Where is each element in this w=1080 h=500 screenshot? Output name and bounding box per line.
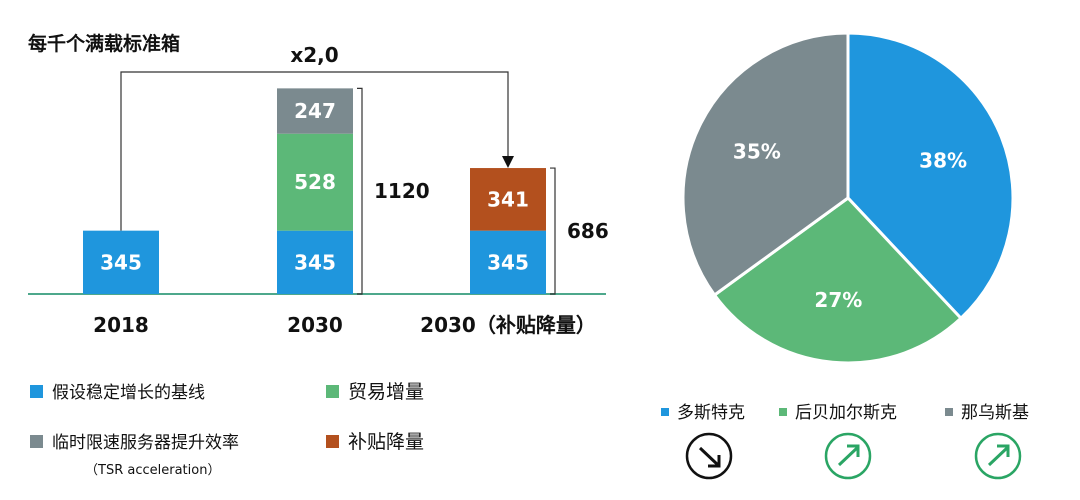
bar-2030-trade [277, 133, 353, 231]
x-tick-label: 2030（补贴降量） [420, 313, 596, 337]
trend-icon-ring [685, 432, 733, 480]
total-label: 1120 [374, 179, 430, 203]
multiplier-annotation: x2,0 [290, 43, 338, 67]
pie-slice-1 [846, 31, 1015, 321]
pie-chart: 38% 27% 35% [681, 31, 1015, 365]
chart-title: 每千个满载标准箱 [28, 32, 180, 55]
bar-value-label: 345 [487, 250, 529, 274]
trend-icon-arrowhead [847, 444, 860, 457]
pie-slice-label: 38% [919, 148, 967, 172]
bar-2018-baseline [83, 230, 159, 294]
pie-slice-3 [681, 31, 850, 298]
arrow-head-icon [502, 156, 514, 169]
bar-2030-subsidy-baseline [470, 230, 546, 294]
total-bracket [357, 87, 363, 295]
trend-down-icon [685, 432, 733, 480]
pie-legend-label: 多斯特克 [677, 403, 745, 423]
legend-label-trade: 贸易增量 [348, 381, 424, 403]
trend-icon-ring [824, 432, 872, 480]
total-bracket [550, 167, 556, 295]
bar-2030-subsidy-subsidy [470, 168, 546, 231]
trend-icon-arrow [987, 446, 1009, 467]
legend-label-subsidy: 补贴降量 [348, 431, 424, 453]
x-tick-label: 2030 [287, 313, 343, 337]
bar-value-label: 528 [294, 170, 336, 194]
legend-swatch-subsidy [326, 435, 339, 448]
trend-up-icon [824, 432, 872, 480]
pie-legend-swatch [945, 408, 953, 416]
legend-label-tsr: 临时限速服务器提升效率 [52, 433, 239, 453]
total-label: 686 [567, 219, 609, 243]
legend-swatch-tsr [30, 435, 43, 448]
trend-icon-arrowhead [997, 444, 1010, 457]
multiplier-connector [120, 71, 509, 231]
x-tick-label: 2018 [93, 313, 149, 337]
trend-up-icon [974, 432, 1022, 480]
stacked-bar-chart: 345 2018 345 528 247 2030 345 341 2030（补贴降量） 1120… [28, 43, 609, 337]
bar-value-label: 247 [294, 99, 336, 123]
trend-icon-arrow [698, 446, 720, 467]
legend-swatch-baseline [30, 385, 43, 398]
pie-slice-label: 35% [733, 140, 781, 164]
pie-legend-label: 后贝加尔斯克 [795, 403, 897, 423]
pie-legend-label: 那乌斯基 [961, 403, 1029, 423]
pie-legend-swatch [661, 408, 669, 416]
pie-slice-label: 27% [814, 288, 862, 312]
legend-note: （TSR acceleration） [85, 463, 220, 478]
pie-legend: 多斯特克 后贝加尔斯克 那乌斯基 [661, 403, 1029, 480]
bar-2030-baseline [277, 230, 353, 294]
legend-label-baseline: 假设稳定增长的基线 [52, 383, 205, 403]
bar-value-label: 345 [100, 250, 142, 274]
pie-legend-swatch [779, 408, 787, 416]
trend-icon-arrowhead [708, 455, 721, 468]
bar-value-label: 345 [294, 250, 336, 274]
legend-swatch-trade [326, 385, 339, 398]
bar-2030-tsr [277, 88, 353, 134]
pie-slice-2 [712, 196, 964, 365]
bar-value-label: 341 [487, 187, 529, 211]
trend-icon-arrow [837, 446, 859, 467]
trend-icon-ring [974, 432, 1022, 480]
